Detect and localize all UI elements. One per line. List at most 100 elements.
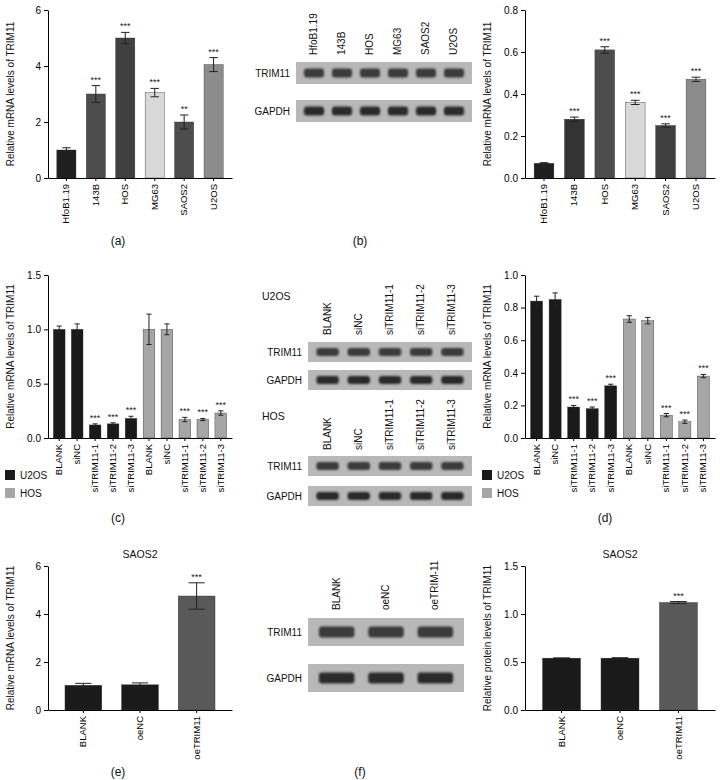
- significance: ***: [126, 405, 137, 415]
- x-tick-mark: [184, 178, 185, 181]
- bar: [623, 319, 635, 438]
- blot-band: [410, 348, 432, 356]
- blot-band: [332, 107, 352, 116]
- x-tick: oeTRIM11: [673, 710, 684, 760]
- error-bar: [682, 420, 687, 423]
- x-tick-mark: [544, 178, 545, 181]
- x-tick-label: siTRIM11-3: [697, 444, 708, 492]
- x-tick-label: siTRIM11-1: [660, 444, 671, 492]
- y-tick-label: 1.5: [504, 561, 518, 572]
- bar: [660, 415, 672, 438]
- y-axis-title: Relative mRNA levels of TRIM11: [5, 21, 16, 166]
- x-tick-label: BLANK: [531, 443, 542, 475]
- significance: ***: [191, 572, 202, 582]
- blot-band: [360, 69, 380, 78]
- x-tick-label: MG63: [149, 184, 160, 210]
- lane-label: BLANK: [331, 577, 342, 610]
- y-tick-label: 0.2: [504, 400, 518, 411]
- lane-label: U2OS: [448, 27, 459, 55]
- x-tick-label: HOS: [599, 184, 610, 205]
- bar: [656, 126, 676, 179]
- annotations: ***: [673, 591, 684, 601]
- bar: [204, 65, 223, 178]
- x-tick-mark: [66, 178, 67, 181]
- y-tick-mark: [521, 662, 525, 663]
- error-bar: [200, 418, 205, 420]
- bar: [605, 386, 617, 438]
- significance: ***: [605, 373, 616, 383]
- x-tick-mark: [610, 438, 611, 441]
- x-axis: BLANKoeNCoeTRIM11: [49, 710, 233, 760]
- lane-label: SAOS2: [420, 21, 431, 55]
- error-bar: [540, 163, 549, 164]
- significance: ***: [216, 400, 227, 410]
- x-tick: MG63: [149, 178, 160, 210]
- x-tick: HfoB1.19: [60, 178, 71, 224]
- y-tick-mark: [44, 438, 48, 439]
- y-tick-label: 0.5: [504, 657, 518, 668]
- blot-band: [416, 107, 436, 116]
- x-tick: BLANK: [556, 710, 567, 747]
- x-tick-mark: [95, 438, 96, 441]
- chart: ***BLANKoeNCoeTRIM110.00.51.01.5Relative…: [482, 548, 716, 760]
- lane-label: siTRIM11-2: [415, 284, 426, 335]
- row-label: GAPDH: [266, 673, 302, 684]
- x-tick-label: siTRIM11-2: [586, 444, 597, 492]
- x-tick-label: siTRIM11-3: [215, 444, 226, 492]
- x-tick-label: siTRIM11-2: [679, 444, 690, 492]
- lane-label: HOS: [364, 33, 375, 55]
- error-bar: [661, 124, 670, 127]
- error-bar: [645, 317, 650, 324]
- y-tick: 0.6: [504, 335, 525, 346]
- error-bar: [553, 657, 570, 659]
- x-tick-mark: [154, 178, 155, 181]
- y-tick-label: 0.8: [504, 5, 518, 16]
- y-tick-mark: [44, 66, 48, 67]
- bar: [534, 163, 554, 178]
- x-tick-mark: [77, 438, 78, 441]
- error-bar: [209, 58, 217, 72]
- y-tick: 0.0: [504, 433, 525, 444]
- significance: ***: [180, 406, 191, 416]
- bar: [122, 685, 159, 710]
- legend-label: U2OS: [497, 470, 525, 481]
- x-tick: siTRIM11-2: [679, 438, 690, 492]
- x-tick: SAOS2: [660, 178, 671, 216]
- bar: [642, 321, 654, 438]
- significance: ***: [198, 407, 209, 417]
- significance: ***: [661, 403, 672, 413]
- chart: ******************BLANKsiNCsiTRIM11-1siT…: [482, 270, 716, 499]
- bar: [595, 50, 615, 178]
- blot-strip: [308, 618, 464, 646]
- bar: [143, 329, 155, 438]
- panel-label: (b): [353, 234, 368, 248]
- plot-area: [543, 602, 698, 710]
- y-tick-mark: [44, 275, 48, 276]
- y-tick-label: 0.8: [504, 302, 518, 313]
- legend: U2OSHOS: [482, 470, 525, 499]
- significance: ***: [208, 47, 219, 57]
- blot-band: [444, 107, 464, 116]
- x-tick: U2OS: [208, 178, 219, 210]
- y-tick: 6: [35, 5, 48, 16]
- x-tick-label: BLANK: [143, 443, 154, 475]
- error-bar: [180, 115, 188, 129]
- y-axis-title: Relative protein levels of TRIM11: [482, 564, 493, 711]
- y-tick-label: 0.2: [504, 131, 518, 142]
- lane-label: siTRIM11-3: [446, 284, 457, 335]
- annotations: ***************: [569, 36, 702, 123]
- x-tick: SAOS2: [178, 178, 189, 216]
- y-tick-label: 1.0: [504, 270, 518, 281]
- row-label: TRIM11: [267, 347, 302, 358]
- y-tick: 0.0: [504, 173, 525, 184]
- annotations: ******************: [568, 363, 709, 419]
- error-bar: [608, 384, 613, 387]
- bar: [697, 376, 709, 438]
- significance: ***: [691, 66, 702, 76]
- significance: ***: [587, 396, 598, 406]
- blot-band: [416, 69, 436, 78]
- blot-band: [348, 348, 370, 356]
- panel-label: (e): [111, 765, 126, 779]
- significance: ***: [630, 89, 641, 99]
- x-tick: oeNC: [134, 710, 145, 740]
